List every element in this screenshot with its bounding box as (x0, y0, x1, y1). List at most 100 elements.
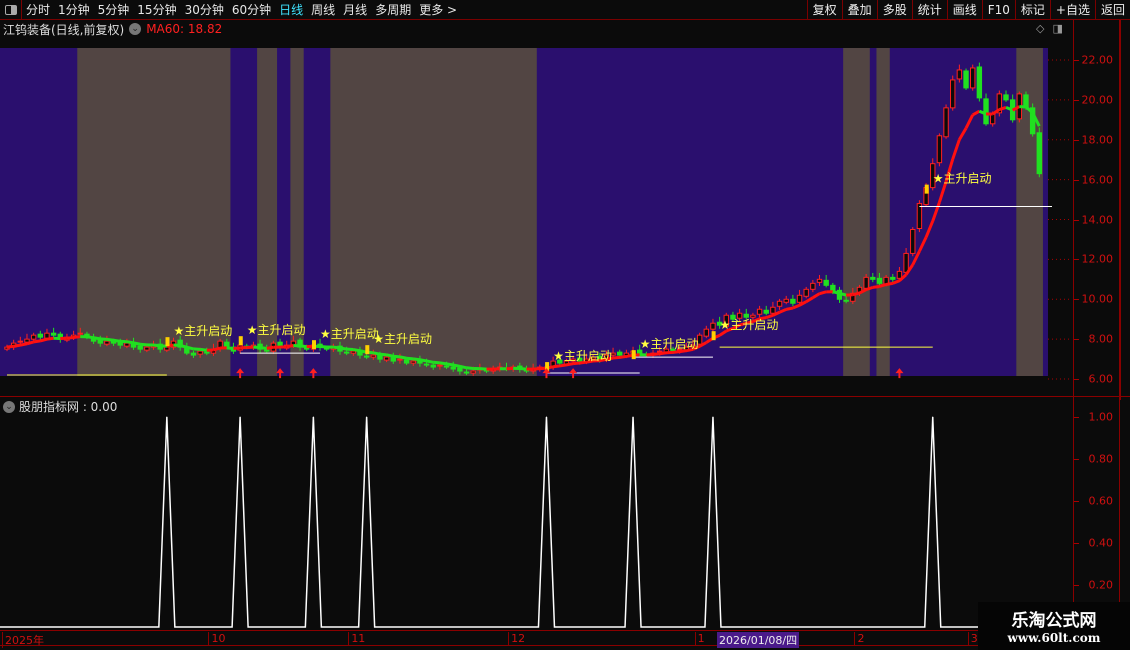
candle-body (770, 306, 776, 314)
ma-line-segment (679, 349, 687, 354)
candle-body (370, 354, 377, 358)
toolbar-button[interactable]: 复权 (806, 0, 842, 20)
ma-line-segment (852, 291, 860, 297)
ma-line-segment (353, 348, 361, 353)
candle-body (736, 312, 743, 319)
ma-line-segment (552, 364, 560, 369)
indicator-spike (932, 416, 934, 418)
y-tick-label: 0.20 (1088, 578, 1114, 592)
candle-body (863, 276, 869, 289)
toolbar-button[interactable]: 返回 (1094, 0, 1130, 20)
chevron-down-icon[interactable]: ⌄ (3, 400, 15, 413)
ma-line-segment (20, 342, 28, 347)
signal-marker (711, 331, 716, 341)
panel-divider[interactable] (0, 396, 1130, 397)
toolbar-button[interactable]: +自选 (1049, 0, 1095, 20)
panel-toggle-icon[interactable]: ◨ (1052, 22, 1063, 35)
ma-line-segment (612, 355, 620, 360)
signal-label: ★主升启动 (640, 337, 699, 351)
candle-body (890, 276, 896, 280)
ma-line-segment (732, 323, 741, 330)
toolbar-button[interactable]: 多股 (876, 0, 912, 20)
period-tab[interactable]: 更多 > (419, 3, 458, 17)
toolbar-button[interactable]: 画线 (946, 0, 982, 20)
right-side-panel[interactable] (1120, 20, 1130, 400)
ma-line-segment (372, 351, 381, 356)
ma-line-segment (106, 337, 114, 342)
ma-line-segment (572, 361, 580, 366)
ma-line-segment (86, 335, 94, 340)
candle-body (810, 282, 816, 290)
signal-label: ★主升启动 (553, 349, 612, 363)
candle-body (756, 308, 763, 315)
candle-body (430, 364, 436, 368)
period-tab[interactable]: 30分钟 (184, 3, 224, 17)
candle-body (723, 314, 729, 327)
ma-line-segment (599, 357, 607, 363)
diamond-icon[interactable]: ◇ (1036, 22, 1045, 35)
period-tab[interactable]: 分时 (26, 3, 51, 17)
period-tab[interactable]: 多周期 (375, 3, 412, 17)
period-tab[interactable]: 15分钟 (137, 3, 177, 17)
y-tick-label: 12.00 (1081, 252, 1114, 266)
ma-line-segment (872, 284, 880, 289)
period-tab[interactable]: 5分钟 (97, 3, 130, 17)
candle-body (403, 359, 410, 364)
ma-line-segment (898, 273, 908, 282)
y-tick (1074, 417, 1079, 418)
x-tick-label: 2025年 (2, 632, 44, 648)
chart-canvas[interactable]: ★主升启动 ★主升启动 ★主升启动★主升启动★主升启动★主升启动★主升启动★主升启动 (0, 0, 1073, 650)
ma-line-segment (153, 343, 161, 348)
band-gray (77, 48, 231, 376)
candle-body (470, 370, 476, 374)
panel-toggle-icon[interactable] (0, 0, 22, 20)
up-arrow-icon (542, 368, 551, 379)
ma-line-segment (879, 283, 887, 288)
candle-body (936, 135, 943, 164)
ma-line-segment (393, 354, 401, 359)
ma-line-segment (619, 354, 627, 359)
toolbar-button[interactable]: 叠加 (841, 0, 877, 20)
candle-body (637, 349, 643, 354)
signal-label: ★主升启动 (720, 318, 779, 332)
ma-line-segment (66, 336, 74, 340)
candle-body (264, 349, 270, 352)
period-tab[interactable]: 1分钟 (58, 3, 90, 17)
candle-body (703, 328, 709, 337)
ma-line-segment (73, 335, 81, 340)
candle-body (830, 284, 836, 292)
ma-line-segment (519, 367, 527, 371)
chevron-down-icon[interactable]: ⌄ (129, 23, 142, 35)
x-axis: 2026/01/08/四 2025年 10 11 12 1 2 3 (0, 630, 1073, 648)
signal-marker (365, 345, 370, 355)
candle-body (617, 351, 623, 356)
candle-body (590, 356, 596, 360)
candle-body (676, 348, 683, 351)
ma-line-segment (718, 329, 728, 337)
candle-body (1029, 107, 1036, 135)
toolbar-button[interactable]: 统计 (911, 0, 947, 20)
ma-line-segment (918, 236, 928, 252)
ma-line-segment (199, 347, 207, 352)
candle-body (716, 321, 723, 326)
signal-marker (545, 362, 550, 372)
toolbar-button[interactable]: 标记 (1014, 0, 1050, 20)
y-tick (1074, 585, 1079, 586)
period-tab[interactable]: 日线 (279, 3, 304, 17)
candle-body (463, 371, 470, 374)
candle-body (903, 252, 909, 273)
ma-line-segment (233, 346, 241, 351)
ma-line-segment (433, 360, 441, 365)
period-tab[interactable]: 60分钟 (231, 3, 272, 17)
candle-body (1003, 94, 1009, 101)
candle-body (963, 70, 969, 89)
period-tab[interactable]: 周线 (311, 3, 336, 17)
toolbar-button[interactable]: F10 (981, 0, 1015, 20)
candle-body (776, 300, 783, 307)
period-tab[interactable]: 月线 (343, 3, 368, 17)
candle-body (144, 346, 150, 351)
up-arrow-icon (276, 368, 285, 379)
ma-line-segment (652, 352, 660, 356)
indicator-spike (545, 416, 547, 418)
ma-line-segment (559, 363, 567, 368)
